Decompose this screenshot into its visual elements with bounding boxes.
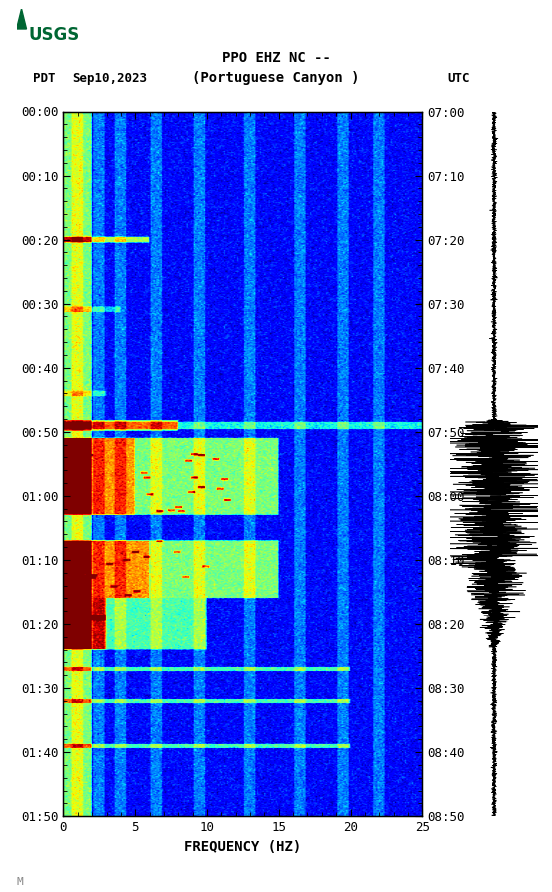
Text: (Portuguese Canyon ): (Portuguese Canyon ) — [192, 71, 360, 86]
Polygon shape — [17, 9, 26, 29]
Text: PPO EHZ NC --: PPO EHZ NC -- — [221, 51, 331, 65]
Text: USGS: USGS — [29, 26, 80, 44]
Text: PDT: PDT — [33, 72, 56, 85]
Text: UTC: UTC — [447, 72, 470, 85]
Text: Sep10,2023: Sep10,2023 — [72, 72, 147, 85]
Text: M: M — [17, 877, 23, 887]
X-axis label: FREQUENCY (HZ): FREQUENCY (HZ) — [184, 839, 301, 854]
